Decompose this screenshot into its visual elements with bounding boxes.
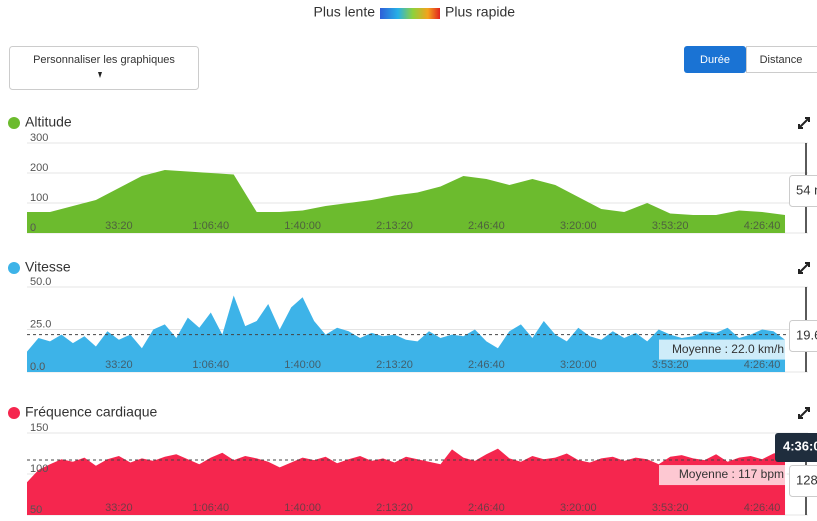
x-tick-label: 3:20:00 bbox=[560, 502, 597, 514]
y-tick-label: 25.0 bbox=[30, 318, 51, 330]
customize-label: Personnaliser les graphiques bbox=[33, 54, 175, 66]
x-tick-label: 3:53:20 bbox=[652, 502, 689, 514]
y-tick-label: 50 bbox=[30, 504, 42, 516]
average-label-bg bbox=[659, 465, 787, 486]
cursor-value: 19.6 bbox=[796, 327, 817, 342]
average-label: Moyenne : 117 bpm bbox=[679, 467, 784, 481]
y-tick-label: 0 bbox=[30, 222, 36, 234]
x-tick-label: 2:46:40 bbox=[468, 359, 505, 371]
speed-gradient bbox=[380, 8, 440, 19]
x-tick-label: 2:13:20 bbox=[376, 220, 413, 232]
x-tick-label: 3:20:00 bbox=[560, 359, 597, 371]
x-tick-label: 1:06:40 bbox=[192, 359, 229, 371]
y-tick-label: 150 bbox=[30, 422, 48, 434]
legend-fast: Plus rapide bbox=[445, 4, 515, 20]
charts: Altitude 0 100 200 300 33:20 1:06:40 1:40:00 2:1… bbox=[8, 114, 817, 516]
cursor-value: 54 m bbox=[796, 182, 817, 197]
x-tick-label: 2:46:40 bbox=[468, 502, 505, 514]
cursor-tooltip-bg bbox=[789, 175, 817, 207]
cursor-tooltip-bg bbox=[789, 320, 817, 352]
x-tick-label: 2:46:40 bbox=[468, 220, 505, 232]
x-tick-label: 2:13:20 bbox=[376, 502, 413, 514]
x-tick-label: 3:20:00 bbox=[560, 220, 597, 232]
title-dot bbox=[8, 117, 20, 129]
legend-slow: Plus lente bbox=[314, 4, 376, 20]
x-tick-label: 1:40:00 bbox=[284, 502, 321, 514]
expand-arrows bbox=[798, 117, 810, 129]
expand-icon[interactable] bbox=[798, 407, 810, 419]
x-tick-label: 3:53:20 bbox=[652, 359, 689, 371]
y-tick-label: 300 bbox=[30, 132, 48, 144]
y-tick-label: 100 bbox=[30, 463, 48, 475]
expand-icon[interactable] bbox=[798, 262, 810, 274]
customize-button[interactable] bbox=[9, 46, 199, 90]
x-tick-label: 2:13:20 bbox=[376, 359, 413, 371]
y-tick-label: 200 bbox=[30, 162, 48, 174]
x-tick-label: 1:40:00 bbox=[284, 220, 321, 232]
chart-title: Fréquence cardiaque bbox=[25, 404, 158, 420]
x-tick-label: 4:26:40 bbox=[744, 502, 781, 514]
cursor-value: 128 bbox=[796, 472, 817, 487]
cursor-time-bg bbox=[775, 433, 817, 462]
y-tick-label: 0.0 bbox=[30, 361, 45, 373]
area bbox=[27, 170, 786, 233]
cursor-tooltip-bg bbox=[789, 465, 817, 497]
y-tick-label: 50.0 bbox=[30, 276, 51, 288]
x-tick-label: 33:20 bbox=[105, 359, 133, 371]
x-tick-label: 1:06:40 bbox=[192, 502, 229, 514]
duration-toggle[interactable] bbox=[684, 46, 746, 73]
x-tick-label: 4:26:40 bbox=[744, 359, 781, 371]
dropdown-caret bbox=[98, 72, 102, 78]
x-tick-label: 1:40:00 bbox=[284, 359, 321, 371]
area bbox=[27, 295, 786, 372]
distance-label: Distance bbox=[760, 54, 803, 66]
x-tick-label: 3:53:20 bbox=[652, 220, 689, 232]
expand-arrows bbox=[798, 262, 810, 274]
title-dot bbox=[8, 407, 20, 419]
area bbox=[27, 448, 786, 515]
expand-arrows bbox=[798, 407, 810, 419]
x-tick-label: 1:06:40 bbox=[192, 220, 229, 232]
distance-toggle[interactable] bbox=[746, 46, 817, 73]
average-label-bg bbox=[659, 339, 787, 360]
title-dot bbox=[8, 262, 20, 274]
y-tick-label: 100 bbox=[30, 192, 48, 204]
average-label: Moyenne : 22.0 km/h bbox=[672, 342, 784, 356]
x-tick-label: 33:20 bbox=[105, 502, 133, 514]
x-tick-label: 4:26:40 bbox=[744, 220, 781, 232]
duration-label: Durée bbox=[700, 54, 730, 66]
chart-title: Vitesse bbox=[25, 259, 71, 275]
x-tick-label: 33:20 bbox=[105, 220, 133, 232]
chart-title: Altitude bbox=[25, 114, 72, 130]
cursor-time: 4:36:0 bbox=[783, 438, 817, 453]
expand-icon[interactable] bbox=[798, 117, 810, 129]
